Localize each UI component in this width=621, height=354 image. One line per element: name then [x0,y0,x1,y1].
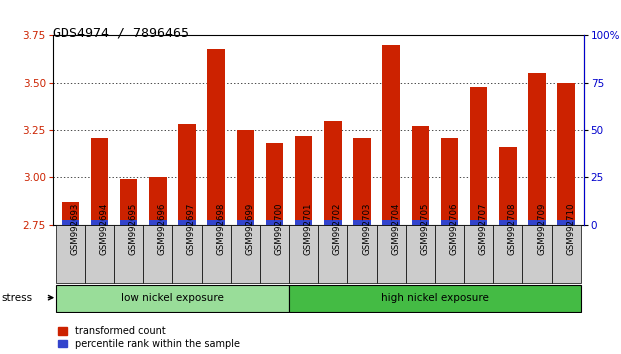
Bar [528,220,546,225]
Bar [149,220,166,225]
FancyBboxPatch shape [202,225,231,283]
Bar [412,220,429,225]
Text: GSM992703: GSM992703 [362,202,371,255]
FancyBboxPatch shape [143,225,173,283]
Bar [324,220,342,225]
FancyBboxPatch shape [56,225,85,283]
Text: GSM992710: GSM992710 [566,202,575,255]
Bar [91,220,108,225]
Text: GSM992700: GSM992700 [274,202,284,255]
Bar [470,220,487,225]
Bar [383,45,400,225]
Bar [178,124,196,225]
Text: GSM992698: GSM992698 [216,203,225,255]
FancyBboxPatch shape [289,225,318,283]
Text: GSM992709: GSM992709 [537,203,546,255]
FancyBboxPatch shape [114,225,143,283]
Bar [528,73,546,225]
Bar [383,220,400,225]
Bar [470,86,487,225]
FancyBboxPatch shape [289,285,581,312]
Text: GSM992693: GSM992693 [70,203,79,255]
FancyBboxPatch shape [231,225,260,283]
Text: stress: stress [2,293,33,303]
Bar [441,220,458,225]
Bar [499,220,517,225]
Bar [61,202,79,225]
Bar [149,177,166,225]
Bar [120,220,137,225]
FancyBboxPatch shape [435,225,464,283]
Legend: transformed count, percentile rank within the sample: transformed count, percentile rank withi… [58,326,240,349]
FancyBboxPatch shape [551,225,581,283]
Bar [237,130,254,225]
FancyBboxPatch shape [347,225,376,283]
Bar [412,126,429,225]
Text: GSM992701: GSM992701 [304,202,313,255]
Text: GSM992704: GSM992704 [391,202,400,255]
Bar [91,138,108,225]
Bar [178,220,196,225]
FancyBboxPatch shape [522,225,551,283]
Text: GSM992697: GSM992697 [187,203,196,255]
Bar [558,220,575,225]
Text: GSM992695: GSM992695 [129,203,138,255]
FancyBboxPatch shape [173,225,202,283]
Bar [353,138,371,225]
Bar [324,121,342,225]
Text: GSM992702: GSM992702 [333,202,342,255]
Text: GSM992696: GSM992696 [158,203,167,255]
Bar [266,220,283,225]
FancyBboxPatch shape [318,225,347,283]
FancyBboxPatch shape [260,225,289,283]
Bar [353,220,371,225]
Bar [558,83,575,225]
FancyBboxPatch shape [376,225,406,283]
Bar [295,220,312,225]
Bar [207,220,225,225]
FancyBboxPatch shape [493,225,522,283]
Bar [61,220,79,225]
Text: GSM992699: GSM992699 [245,203,255,255]
FancyBboxPatch shape [85,225,114,283]
Text: GSM992708: GSM992708 [508,202,517,255]
Text: GSM992694: GSM992694 [99,203,109,255]
Text: GSM992707: GSM992707 [479,202,487,255]
Bar [207,48,225,225]
Bar [295,136,312,225]
FancyBboxPatch shape [464,225,493,283]
Text: low nickel exposure: low nickel exposure [121,293,224,303]
Bar [499,147,517,225]
Text: GDS4974 / 7896465: GDS4974 / 7896465 [53,27,189,40]
FancyBboxPatch shape [406,225,435,283]
Bar [120,179,137,225]
Text: high nickel exposure: high nickel exposure [381,293,489,303]
Bar [266,143,283,225]
Text: GSM992706: GSM992706 [450,202,458,255]
Bar [441,138,458,225]
Bar [237,220,254,225]
FancyBboxPatch shape [56,285,289,312]
Text: GSM992705: GSM992705 [420,202,429,255]
